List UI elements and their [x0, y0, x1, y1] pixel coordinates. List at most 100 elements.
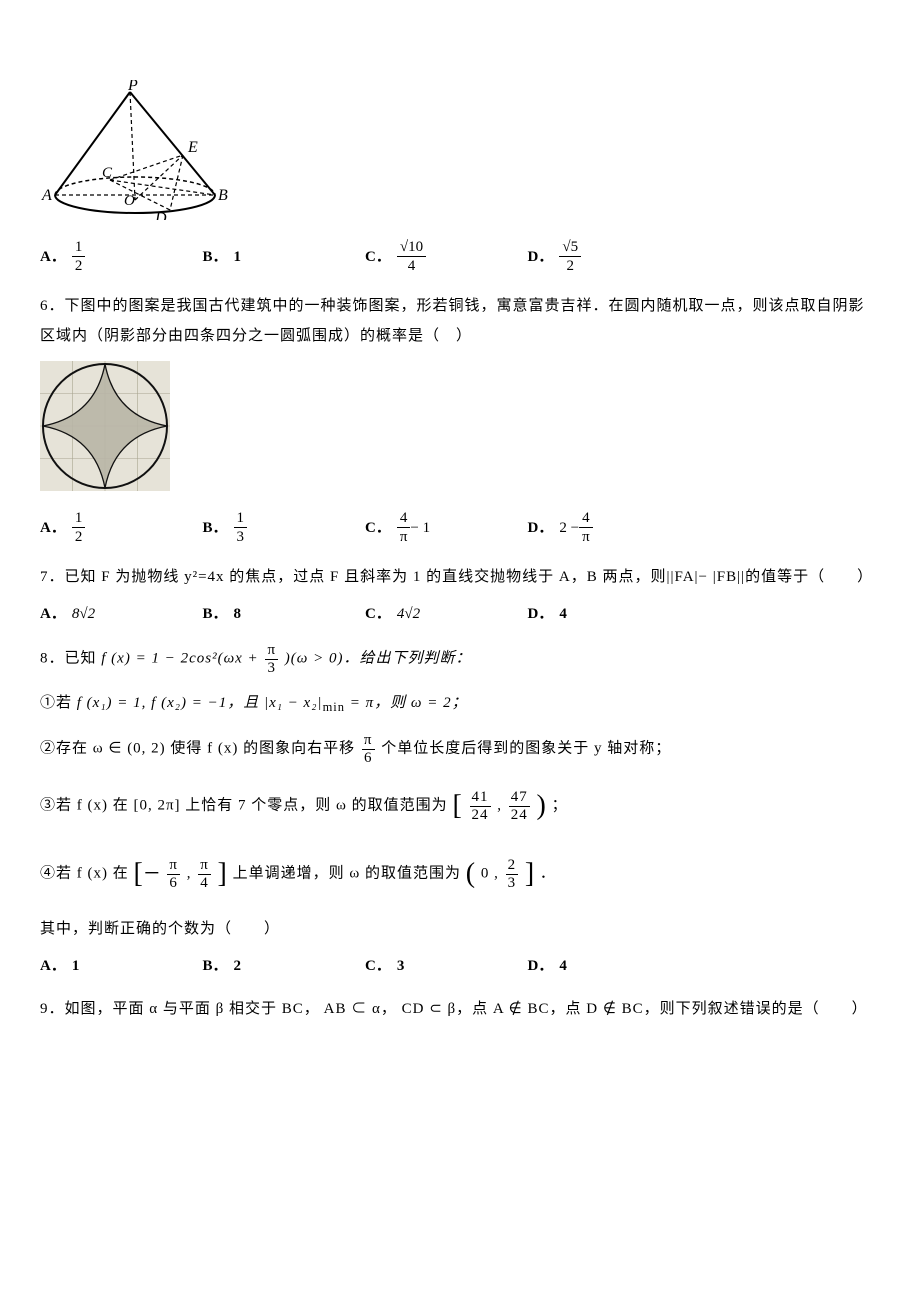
q8-stem: 8．已知 f (x) = 1 − 2cos²(ωx + π 3 )(ω > 0)… [40, 642, 880, 676]
svg-text:E: E [187, 139, 198, 156]
left-bracket: [ [452, 790, 462, 821]
fraction-numerator: 1 [72, 238, 86, 257]
fraction: 1 2 [72, 238, 86, 275]
fraction-numerator: π [167, 857, 180, 875]
coin-figure [40, 361, 880, 499]
q6-text: 6．下图中的图案是我国古代建筑中的一种装饰图案，形若铜钱，寓意富贵吉祥．在圆内随… [40, 291, 880, 351]
q6-option-c: C． 4 π − 1 [365, 509, 528, 546]
fraction-numerator: 1 [234, 509, 248, 528]
q6-options: A． 1 2 B． 1 3 C． 4 π − 1 D． 2 − 4 π [40, 509, 690, 546]
svg-text:B: B [218, 187, 228, 204]
fraction-denominator: π [397, 528, 411, 546]
stmt-mid: 上单调递增，则 ω 的取值范围为 [233, 865, 466, 881]
fraction-denominator: 6 [167, 875, 180, 892]
fraction-numerator: 41 [470, 789, 491, 807]
stmt-tail: ． [540, 865, 556, 881]
fraction-denominator: 24 [509, 807, 530, 824]
svg-text:O: O [124, 193, 135, 209]
expr-lead: 2 − [559, 516, 579, 540]
fraction-numerator: 2 [506, 857, 519, 875]
option-value: 3 [397, 954, 405, 978]
fraction: 1 3 [234, 509, 248, 546]
cone-figure: P E A B C O D [40, 80, 880, 228]
fraction-denominator: π [579, 528, 593, 546]
option-label: B． [203, 602, 228, 626]
subscript-min: min [323, 700, 345, 714]
left-paren: ( [466, 858, 476, 889]
fraction-numerator: π [362, 732, 375, 750]
q8-statement-1: ①若 f (x₁) = 1, f (x₂) = −1，且 |x₁ − x₂|mi… [40, 688, 880, 720]
q8-statement-3: ③若 f (x) 在 [0, 2π] 上恰有 7 个零点，则 ω 的取值范围为 … [40, 778, 880, 834]
option-value: 8√2 [72, 602, 95, 626]
zero: 0 [481, 865, 490, 881]
right-bracket: ] [525, 858, 535, 889]
fraction-denominator: 3 [265, 660, 278, 677]
option-value: 4√2 [397, 602, 420, 626]
fraction-numerator: 4 [397, 509, 411, 528]
option-label: D． [528, 602, 554, 626]
q8-statement-2: ②存在 ω ∈ (0, 2) 使得 f (x) 的图象向右平移 π 6 个单位长… [40, 732, 880, 766]
q7-option-c: C． 4√2 [365, 602, 528, 626]
option-label: B． [203, 245, 228, 269]
fraction-numerator: 1 [72, 509, 86, 528]
option-label: C． [365, 516, 391, 540]
fraction-numerator: 4 [579, 509, 593, 528]
comma: , [497, 797, 507, 813]
fraction: π 3 [265, 642, 278, 676]
q7-options: A． 8√2 B． 8 C． 4√2 D． 4 [40, 602, 690, 626]
stmt-tail: ； [552, 797, 568, 813]
option-value: 1 [234, 245, 242, 269]
q5-option-a: A． 1 2 [40, 238, 203, 275]
option-value: 1 [72, 954, 80, 978]
expr-tail: − 1 [410, 516, 430, 540]
stmt-body: f (x₁) = 1, f (x₂) = −1，且 |x₁ − x₂| [77, 695, 323, 711]
option-label: D． [528, 516, 554, 540]
option-label: D． [528, 954, 554, 978]
fraction-numerator: √10 [397, 238, 426, 257]
fraction: √5 2 [559, 238, 581, 275]
svg-text:P: P [127, 80, 138, 94]
q5-option-d: D． √5 2 [528, 238, 691, 275]
option-value: 4 [559, 954, 567, 978]
comma: , [494, 865, 504, 881]
q8-fx-rhs: )(ω > 0)．给出下列判断： [285, 650, 472, 666]
q8-option-d: D． 4 [528, 954, 691, 978]
q7-option-b: B． 8 [203, 602, 366, 626]
q5-option-c: C． √10 4 [365, 238, 528, 275]
fraction: √10 4 [397, 238, 426, 275]
fraction: 4 π [397, 509, 411, 546]
q7-option-d: D． 4 [528, 602, 691, 626]
svg-text:D: D [154, 210, 167, 220]
stmt-prefix: ④若 f (x) 在 [40, 865, 134, 881]
option-label: A． [40, 516, 66, 540]
q7-option-a: A． 8√2 [40, 602, 203, 626]
q8-options: A． 1 B． 2 C． 3 D． 4 [40, 954, 690, 978]
option-value: 8 [234, 602, 242, 626]
fraction-denominator: 2 [72, 257, 86, 275]
fraction: 47 24 [509, 789, 530, 823]
stmt-suffix: 个单位长度后得到的图象关于 y 轴对称； [381, 740, 671, 756]
fraction: π 4 [198, 857, 211, 891]
option-label: D． [528, 245, 554, 269]
fraction: 1 2 [72, 509, 86, 546]
option-label: C． [365, 245, 391, 269]
q6-option-a: A． 1 2 [40, 509, 203, 546]
fraction-denominator: 2 [72, 528, 86, 546]
right-bracket: ] [218, 858, 228, 889]
fraction-denominator: 4 [397, 257, 426, 275]
fraction-numerator: π [265, 642, 278, 660]
stmt-prefix: ②存在 ω ∈ (0, 2) 使得 f (x) 的图象向右平移 [40, 740, 355, 756]
fraction-numerator: √5 [559, 238, 581, 257]
q8-option-b: B． 2 [203, 954, 366, 978]
q8-statement-4: ④若 f (x) 在 [− π 6 , π 4 ] 上单调递增，则 ω 的取值范… [40, 846, 880, 902]
q8-fx-lhs: f (x) = 1 − 2cos²(ωx + [101, 650, 258, 666]
q5-options: A． 1 2 B． 1 C． √10 4 D． √5 2 [40, 238, 690, 275]
q9-text: 9．如图，平面 α 与平面 β 相交于 BC， AB ⊂ α， CD ⊂ β，点… [40, 994, 880, 1024]
fraction: 4 π [579, 509, 593, 546]
option-label: C． [365, 602, 391, 626]
fraction-denominator: 3 [506, 875, 519, 892]
q8-prefix: 8．已知 [40, 650, 101, 666]
q8-option-a: A． 1 [40, 954, 203, 978]
fraction-denominator: 4 [198, 875, 211, 892]
fraction: π 6 [362, 732, 375, 766]
